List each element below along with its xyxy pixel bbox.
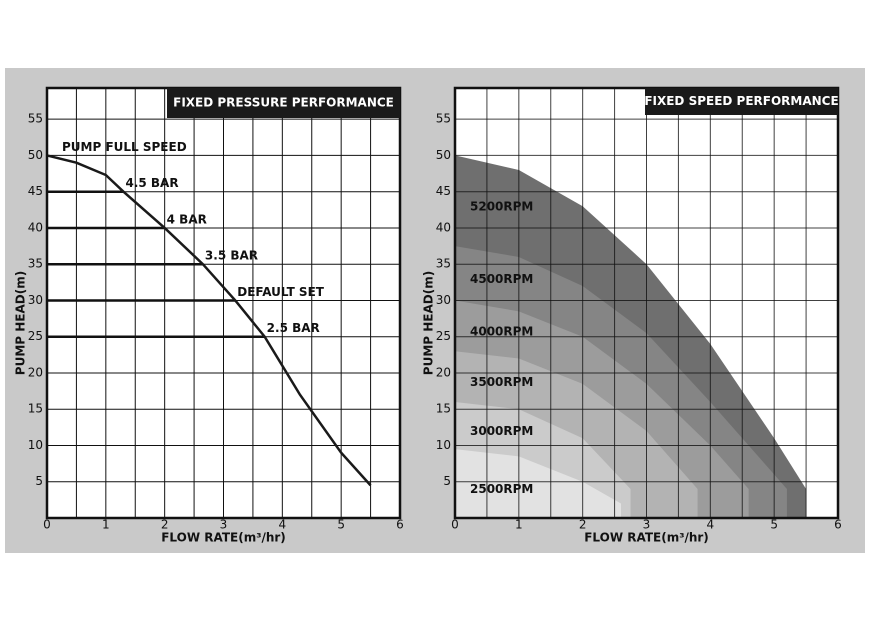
y-tick-label: 15 <box>28 402 43 416</box>
chart-title: FIXED PRESSURE PERFORMANCE <box>173 96 394 110</box>
y-tick-label: 30 <box>28 293 43 307</box>
x-axis-label: FLOW RATE(m³/hr) <box>161 531 286 545</box>
y-tick-label: 35 <box>436 257 451 271</box>
y-tick-label: 15 <box>436 402 451 416</box>
y-tick-label: 20 <box>436 365 451 379</box>
y-tick-label: 40 <box>436 220 451 234</box>
y-tick-label: 25 <box>436 329 451 343</box>
series-label: 3500RPM <box>470 375 533 389</box>
x-tick-label: 5 <box>770 518 778 532</box>
y-tick-label: 40 <box>28 220 43 234</box>
y-tick-label: 10 <box>28 438 43 452</box>
y-tick-label: 35 <box>28 257 43 271</box>
y-tick-label: 50 <box>28 148 43 162</box>
series-label: 5200RPM <box>470 199 533 213</box>
series-label: 4000RPM <box>470 324 533 338</box>
y-tick-label: 45 <box>28 184 43 198</box>
y-axis-label: PUMP HEAD(m) <box>422 271 436 375</box>
x-tick-label: 2 <box>579 518 587 532</box>
x-tick-label: 4 <box>279 518 287 532</box>
y-tick-label: 45 <box>436 184 451 198</box>
rpm-area <box>455 449 621 518</box>
marks <box>455 155 807 518</box>
x-tick-label: 3 <box>643 518 651 532</box>
x-tick-label: 2 <box>161 518 169 532</box>
title-box <box>645 88 838 115</box>
title-box <box>167 88 400 118</box>
pump-curve <box>46 154 372 487</box>
x-tick-label: 3 <box>220 518 228 532</box>
curve-label: PUMP FULL SPEED <box>62 140 187 154</box>
series-label: 4500RPM <box>470 272 533 286</box>
x-axis-label: FLOW RATE(m³/hr) <box>584 531 709 545</box>
x-tick-label: 6 <box>396 518 404 532</box>
y-axis-label: PUMP HEAD(m) <box>14 271 28 375</box>
y-tick-label: 25 <box>28 329 43 343</box>
y-tick-label: 55 <box>436 112 451 126</box>
y-tick-label: 5 <box>35 474 43 488</box>
pressure-label: 4 BAR <box>167 212 207 226</box>
x-tick-label: 6 <box>834 518 842 532</box>
x-tick-label: 4 <box>707 518 715 532</box>
y-tick-label: 20 <box>28 365 43 379</box>
pressure-label: 3.5 BAR <box>205 249 258 263</box>
pressure-label: 4.5 BAR <box>125 176 178 190</box>
x-tick-label: 1 <box>102 518 110 532</box>
y-tick-label: 30 <box>436 293 451 307</box>
series-label: 2500RPM <box>470 482 533 496</box>
y-tick-label: 5 <box>443 474 451 488</box>
x-tick-label: 1 <box>515 518 523 532</box>
series-label: 3000RPM <box>470 424 533 438</box>
x-tick-label: 0 <box>451 518 459 532</box>
pressure-label: 2.5 BAR <box>267 321 320 335</box>
y-tick-label: 55 <box>28 112 43 126</box>
y-tick-label: 50 <box>436 148 451 162</box>
x-tick-label: 5 <box>337 518 345 532</box>
x-tick-label: 0 <box>43 518 51 532</box>
chart-title: FIXED SPEED PERFORMANCE <box>644 94 838 108</box>
y-tick-label: 10 <box>436 438 451 452</box>
pressure-label: DEFAULT SET <box>237 285 325 299</box>
